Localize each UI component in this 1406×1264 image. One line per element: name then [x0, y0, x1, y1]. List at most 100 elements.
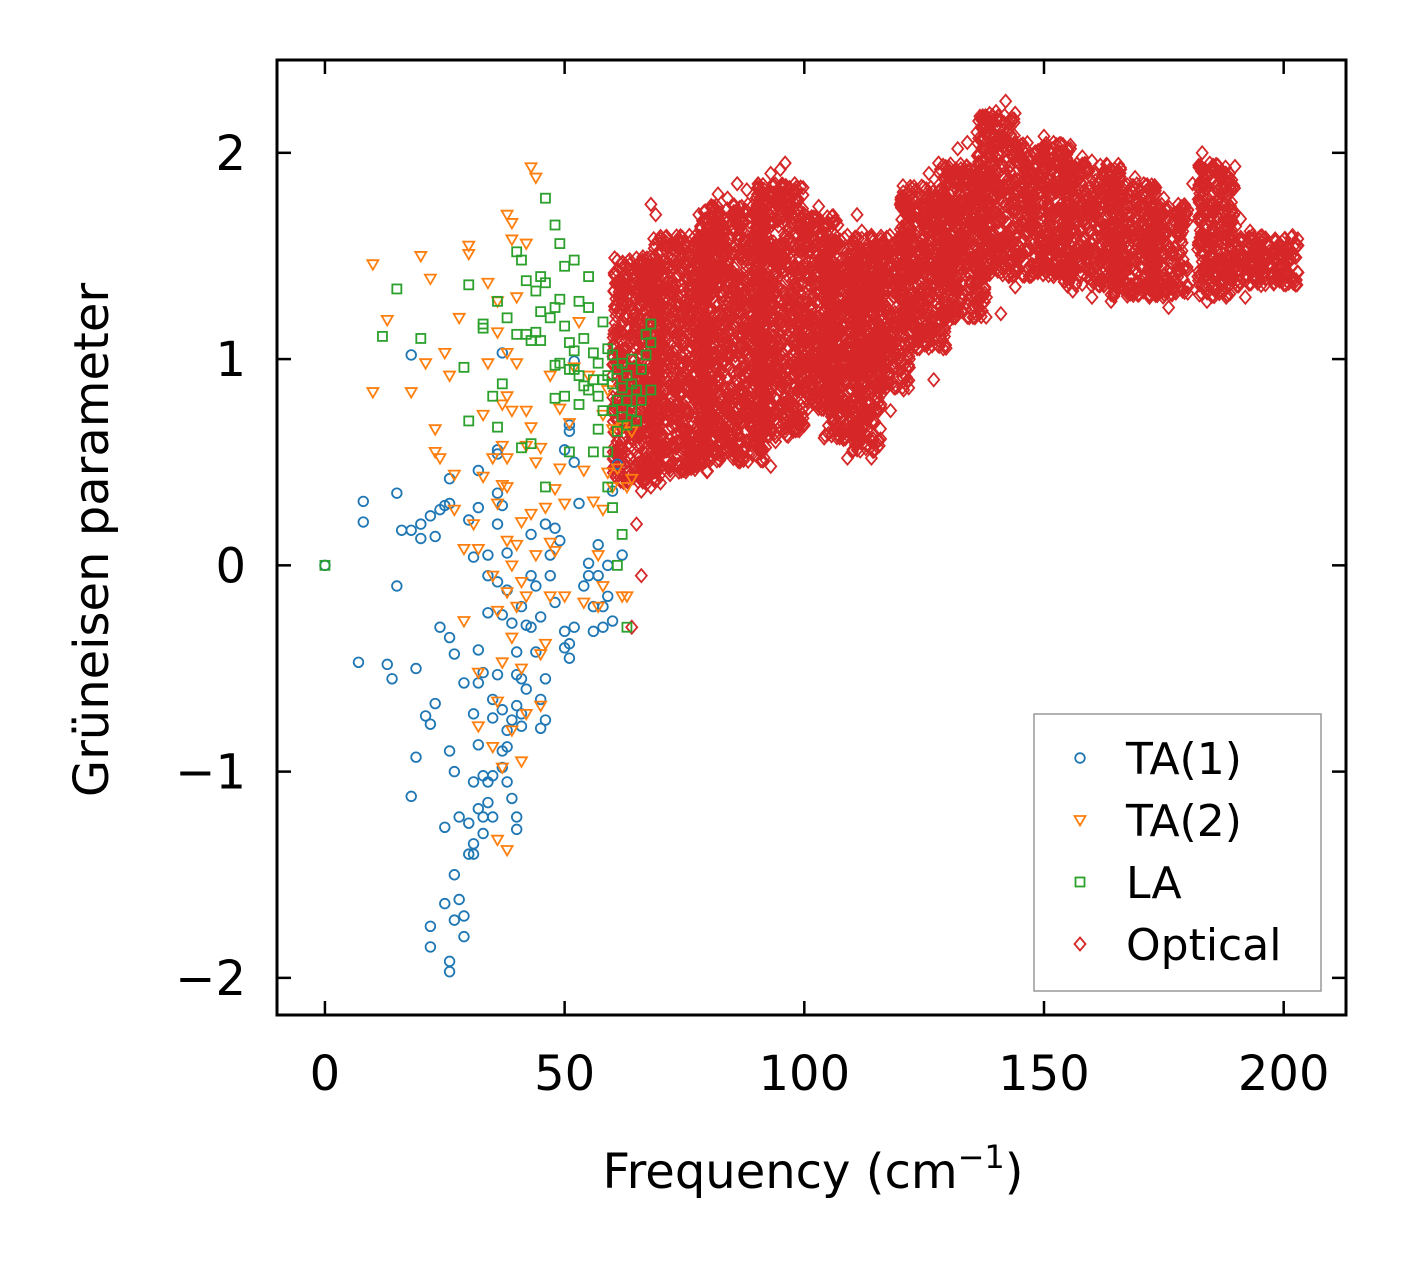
point-optical	[695, 334, 709, 351]
point-optical	[805, 320, 819, 336]
point-optical	[767, 266, 781, 282]
point-optical	[671, 305, 685, 322]
point-optical	[727, 385, 741, 402]
point-optical	[818, 255, 833, 272]
point-optical	[707, 398, 721, 415]
point-optical	[837, 308, 852, 325]
point-optical	[825, 408, 839, 425]
point-optical	[665, 401, 679, 417]
point-optical	[872, 375, 887, 392]
point-optical	[878, 298, 892, 315]
point-optical	[856, 319, 870, 336]
point-optical	[693, 359, 707, 376]
point-optical	[896, 316, 910, 333]
point-optical	[870, 439, 885, 455]
point-optical	[658, 333, 672, 350]
point-optical	[762, 343, 776, 360]
point-optical	[829, 212, 844, 229]
point-optical	[712, 319, 726, 335]
point-optical	[832, 319, 846, 336]
point-optical	[900, 232, 915, 249]
point-optical	[853, 443, 867, 459]
point-optical	[783, 396, 797, 413]
point-optical	[893, 262, 908, 279]
point-optical	[738, 389, 753, 406]
point-optical	[608, 423, 623, 440]
point-optical	[813, 364, 827, 381]
point-optical	[725, 365, 740, 382]
point-optical	[907, 250, 921, 266]
point-optical	[678, 254, 692, 270]
point-optical	[790, 306, 804, 322]
point-optical	[666, 321, 680, 338]
point-optical	[709, 266, 724, 283]
point-optical	[877, 266, 891, 283]
point-optical	[755, 218, 770, 235]
point-optical	[751, 256, 766, 273]
point-optical	[667, 324, 681, 341]
point-optical	[772, 206, 787, 223]
point-optical	[915, 251, 929, 267]
point-optical	[727, 295, 741, 311]
point-optical	[790, 278, 804, 295]
point-optical	[692, 283, 707, 300]
point-optical	[611, 322, 626, 339]
point-optical	[864, 406, 878, 423]
point-optical	[721, 333, 736, 350]
point-optical	[616, 325, 631, 342]
point-optical	[743, 337, 758, 354]
point-optical	[703, 452, 717, 469]
point-optical	[797, 241, 812, 258]
point-optical	[915, 215, 930, 231]
point-optical	[922, 320, 936, 337]
point-optical	[739, 226, 753, 243]
point-optical	[692, 398, 707, 415]
point-optical	[920, 225, 934, 242]
point-optical	[798, 360, 812, 377]
point-optical	[631, 338, 646, 355]
point-optical	[897, 336, 912, 353]
point-optical	[915, 292, 929, 309]
point-optical	[764, 310, 779, 327]
point-optical	[616, 474, 631, 491]
point-optical	[696, 230, 710, 247]
point-optical	[670, 232, 684, 249]
point-optical	[872, 261, 887, 278]
point-optical	[757, 290, 771, 307]
point-optical	[697, 347, 711, 364]
data-marks	[319, 93, 1305, 978]
point-optical	[934, 322, 948, 339]
point-optical	[776, 177, 791, 194]
point-optical	[657, 308, 671, 325]
point-optical	[731, 270, 746, 286]
point-optical	[907, 319, 921, 336]
point-optical	[744, 437, 759, 453]
point-optical	[738, 283, 752, 299]
point-optical	[739, 273, 753, 289]
point-optical	[692, 275, 706, 292]
point-optical	[733, 444, 747, 461]
point-optical	[751, 353, 765, 369]
point-optical	[820, 209, 835, 225]
point-optical	[807, 384, 822, 401]
point-optical	[721, 313, 735, 330]
point-optical	[768, 372, 782, 389]
point-optical	[666, 453, 680, 470]
point-optical	[608, 302, 622, 319]
point-optical	[826, 381, 840, 398]
point-optical	[648, 298, 663, 314]
point-optical	[878, 355, 892, 372]
point-optical	[805, 239, 820, 255]
point-optical	[711, 307, 725, 324]
point-optical	[666, 438, 680, 455]
point-optical	[870, 330, 884, 347]
point-optical	[679, 399, 693, 416]
point-optical	[719, 299, 734, 316]
point-optical	[833, 370, 848, 386]
point-optical	[647, 461, 662, 478]
point-optical	[916, 255, 930, 272]
point-optical	[635, 459, 649, 476]
point-optical	[754, 452, 768, 469]
point-optical	[680, 442, 694, 459]
point-optical	[800, 259, 814, 275]
